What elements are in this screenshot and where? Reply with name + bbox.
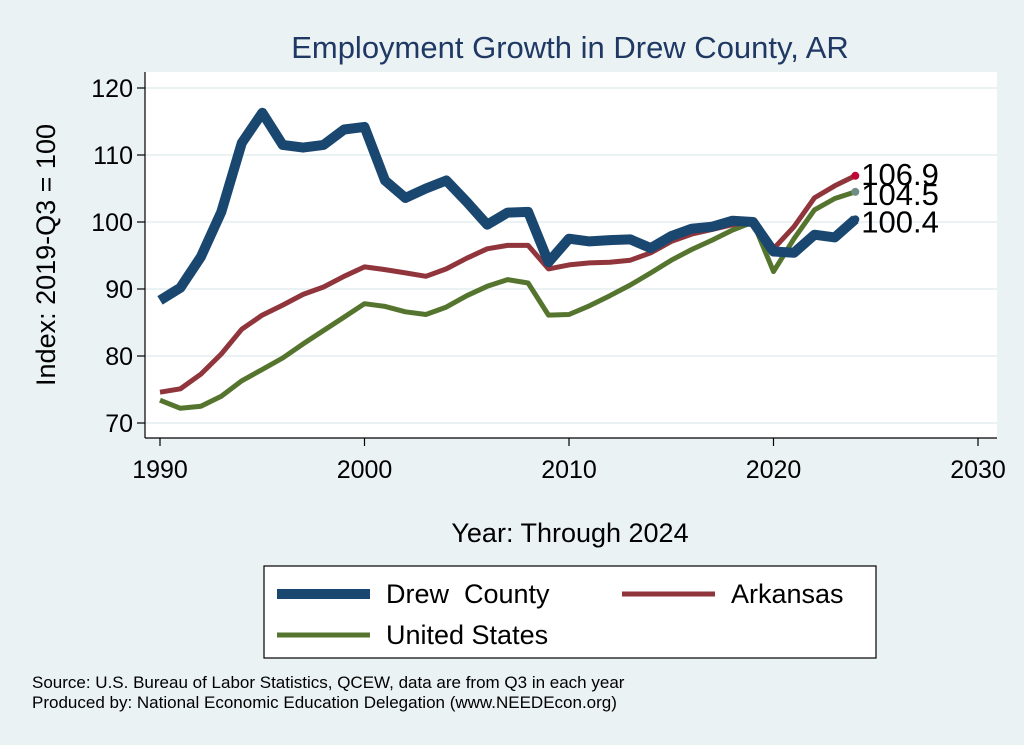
plot-area	[145, 72, 997, 438]
end-point-2	[851, 215, 860, 224]
y-tick-label-100: 100	[91, 209, 133, 237]
end-point-1	[851, 187, 860, 196]
y-tick-label-70: 70	[105, 410, 133, 438]
end-label-0: 106.9	[861, 157, 939, 192]
y-ticks: 70 80 90 100 110 120	[91, 75, 145, 438]
legend-box	[263, 565, 877, 659]
x-tick-label-2030: 2030	[950, 456, 1006, 484]
series-line-drew-county	[157, 107, 859, 305]
end-label-2: 100.4	[861, 204, 939, 239]
source-line-1: Source: U.S. Bureau of Labor Statistics,…	[32, 673, 625, 692]
x-axis-label: Year: Through 2024	[451, 518, 688, 548]
y-tick-label-90: 90	[105, 276, 133, 304]
series-line-united-states	[159, 189, 857, 411]
x-tick-label-1990: 1990	[132, 456, 188, 484]
x-tick-label-2000: 2000	[337, 456, 393, 484]
legend-label-united-states: United States	[386, 620, 548, 650]
y-tick-label-120: 120	[91, 75, 133, 103]
end-label-1: 104.5	[861, 177, 939, 212]
end-point-0	[851, 171, 860, 180]
x-ticks: 1990 2000 2010 2020 2030	[132, 438, 1006, 484]
series-lines	[157, 107, 859, 411]
legend: Drew County Arkansas United States	[263, 565, 877, 659]
chart-title: Employment Growth in Drew County, AR	[291, 30, 849, 65]
y-axis-label: Index: 2019-Q3 = 100	[31, 124, 61, 386]
legend-label-arkansas: Arkansas	[731, 579, 844, 609]
source-line-2: Produced by: National Economic Education…	[32, 693, 617, 712]
x-tick-label-2020: 2020	[746, 456, 802, 484]
legend-label-drew-county: Drew County	[386, 579, 550, 609]
y-tick-label-80: 80	[105, 343, 133, 371]
x-tick-label-2010: 2010	[541, 456, 597, 484]
y-tick-label-110: 110	[93, 142, 133, 170]
axes	[144, 72, 997, 439]
end-points	[851, 171, 860, 224]
